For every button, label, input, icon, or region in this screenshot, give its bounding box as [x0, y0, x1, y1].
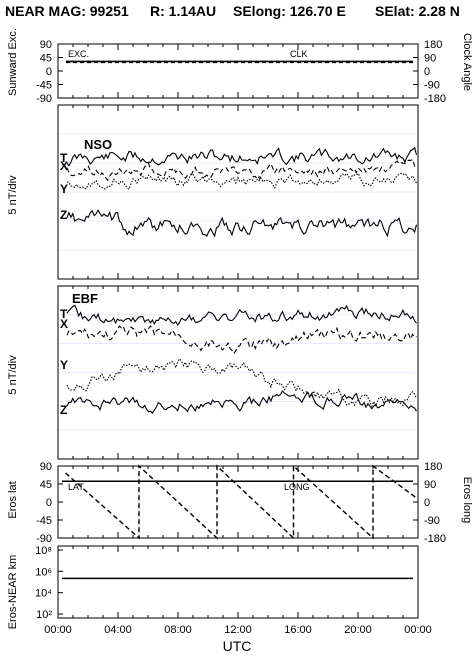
x-tick-label: 20:00 [344, 624, 372, 636]
long-annotation: LONG [284, 482, 310, 492]
sunward-ytick-label-right: 180 [424, 39, 442, 51]
x-tick-label: 08:00 [164, 624, 192, 636]
eros-ytick-label-right: 180 [424, 461, 442, 473]
nso-trace-y [66, 172, 417, 190]
x-tick-label: 12:00 [224, 624, 252, 636]
eros-ytick-label: 90 [40, 461, 52, 473]
eros-ytick-label-right: -180 [424, 533, 446, 545]
nso-trace-z [66, 209, 418, 238]
distance-ytick-label: 10⁶ [35, 566, 52, 578]
eros-ytick-label: -90 [36, 533, 52, 545]
x-tick-label: 00:00 [404, 624, 432, 636]
ebf-label-z: Z [60, 403, 67, 417]
sunward-ytick-label-right: -180 [424, 93, 446, 105]
eros-long-series [65, 464, 419, 540]
sunward-ytick-label-right: 0 [424, 66, 430, 78]
ebf-title: EBF [72, 291, 98, 306]
x-tick-label: 04:00 [104, 624, 132, 636]
x-tick-label: 16:00 [284, 624, 312, 636]
x-axis-label: UTC [223, 638, 252, 654]
nso-label-y: Y [60, 182, 68, 196]
sunward-ylabel: Sunward Exc. [7, 28, 19, 96]
nso-trace-x [66, 158, 417, 182]
ebf-trace-t [66, 304, 417, 327]
ebf-ylabel: 5 nT/div [7, 355, 19, 395]
sunward-ytick-label: -45 [36, 80, 52, 92]
ebf-trace-y [66, 357, 417, 408]
distance-ytick-label: 10⁸ [35, 545, 52, 557]
nso-ylabel: 5 nT/div [7, 175, 19, 215]
sunward-ytick-label: 45 [40, 53, 52, 65]
clock-angle-ylabel: Clock Angle [461, 33, 473, 91]
sunward-ytick-label: 0 [46, 66, 52, 78]
sunward-ytick-label-right: 90 [424, 53, 436, 65]
lat-annotation: LAT [68, 482, 84, 492]
nso-label-x: X [60, 159, 68, 173]
ebf-trace-z [66, 390, 417, 415]
distance-ytick-label: 10² [36, 609, 52, 621]
header-mission: NEAR MAG: 99251 [5, 3, 129, 19]
header-selong: SElong: 126.70 E [233, 3, 346, 19]
eros-frame [57, 465, 419, 539]
eros-ytick-label-right: 90 [424, 479, 436, 491]
sunward-ytick-label: -90 [36, 93, 52, 105]
nso-label-z: Z [60, 208, 67, 222]
eros-lat-ylabel: Eros lat [7, 481, 19, 518]
x-tick-label: 00:00 [44, 624, 72, 636]
eros-ytick-label: 0 [46, 497, 52, 509]
sunward-ytick-label-right: -90 [424, 80, 440, 92]
eros-long-ylabel: Eros long [461, 477, 473, 523]
nso-label-t: T [60, 151, 68, 165]
sunward-frame [57, 43, 419, 99]
ebf-label-t: T [60, 307, 68, 321]
distance-ylabel: Eros-NEAR km [7, 555, 19, 630]
eros-ytick-label: -45 [36, 515, 52, 527]
ebf-trace-x [66, 325, 417, 355]
eros-ytick-label-right: -90 [424, 515, 440, 527]
distance-ytick-label: 10⁴ [35, 588, 52, 600]
nso-title: NSO [84, 137, 112, 152]
ebf-label-y: Y [60, 358, 68, 372]
ebf-label-x: X [60, 317, 68, 331]
header-selat: SElat: 2.28 N [375, 3, 460, 19]
eros-ytick-label: 45 [40, 479, 52, 491]
nso-trace-t [66, 146, 418, 168]
clk-annotation: CLK [290, 49, 308, 59]
distance-frame [57, 545, 419, 619]
sunward-ytick-label: 90 [40, 39, 52, 51]
exc-annotation: EXC. [68, 49, 89, 59]
header-range: R: 1.14AU [150, 3, 216, 19]
eros-ytick-label-right: 0 [424, 497, 430, 509]
